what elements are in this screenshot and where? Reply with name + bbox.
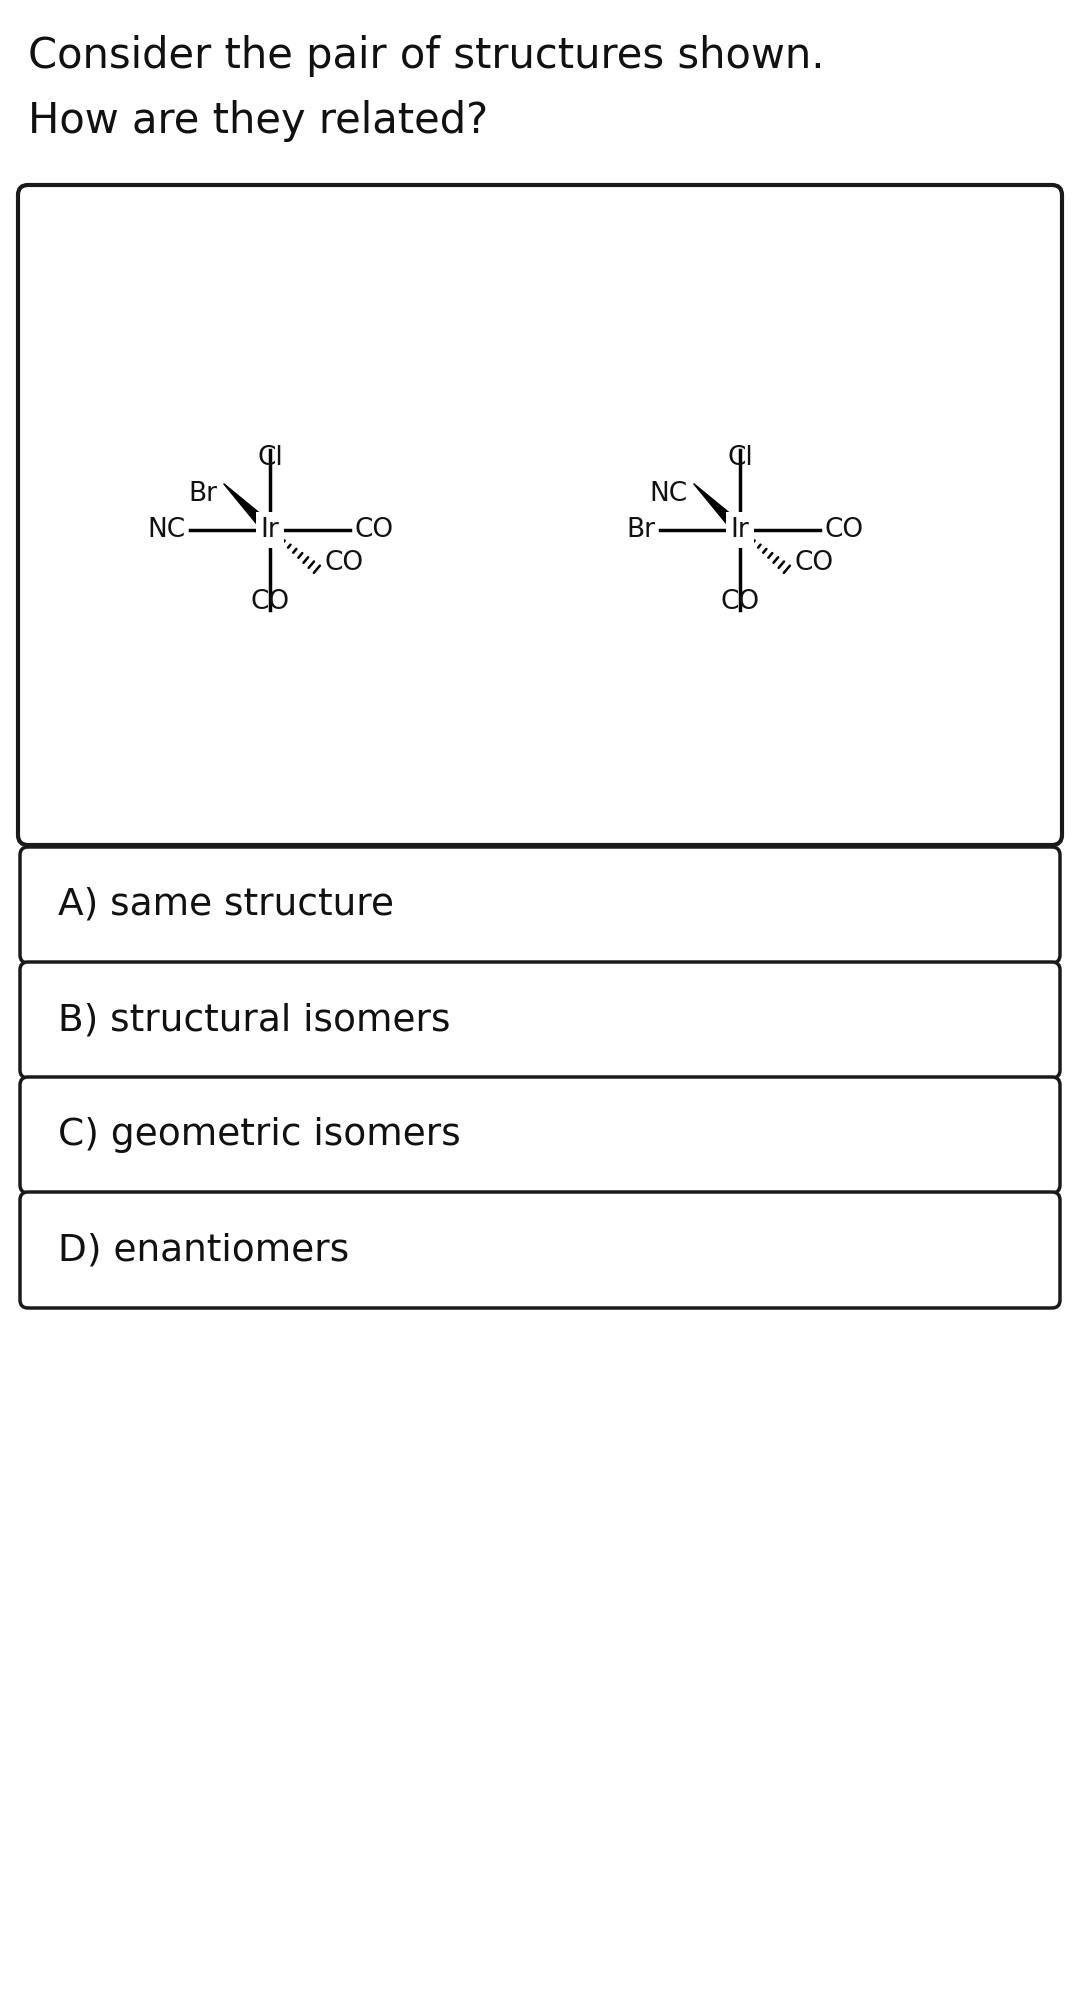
Text: D) enantiomers: D) enantiomers (58, 1232, 349, 1268)
Text: CO: CO (355, 518, 394, 544)
FancyBboxPatch shape (21, 846, 1059, 964)
Text: CO: CO (795, 550, 834, 575)
Text: How are they related?: How are they related? (28, 100, 488, 141)
FancyBboxPatch shape (18, 185, 1062, 844)
FancyBboxPatch shape (21, 1077, 1059, 1193)
Text: Consider the pair of structures shown.: Consider the pair of structures shown. (28, 36, 824, 78)
Text: B) structural isomers: B) structural isomers (58, 1001, 450, 1037)
Polygon shape (693, 484, 744, 536)
Text: CO: CO (325, 550, 364, 575)
Text: Ir: Ir (731, 518, 750, 544)
Text: Cl: Cl (257, 446, 283, 472)
Text: CO: CO (251, 589, 289, 615)
Polygon shape (224, 484, 274, 536)
Text: A) same structure: A) same structure (58, 888, 394, 924)
Text: Br: Br (626, 518, 654, 544)
Text: CO: CO (825, 518, 864, 544)
Text: CO: CO (720, 589, 759, 615)
Text: NC: NC (649, 480, 688, 506)
Text: C) geometric isomers: C) geometric isomers (58, 1117, 461, 1153)
FancyBboxPatch shape (21, 962, 1059, 1077)
FancyBboxPatch shape (21, 1193, 1059, 1308)
Text: NC: NC (147, 518, 185, 544)
Text: Br: Br (189, 480, 217, 506)
Text: Cl: Cl (727, 446, 753, 472)
Text: Ir: Ir (260, 518, 280, 544)
